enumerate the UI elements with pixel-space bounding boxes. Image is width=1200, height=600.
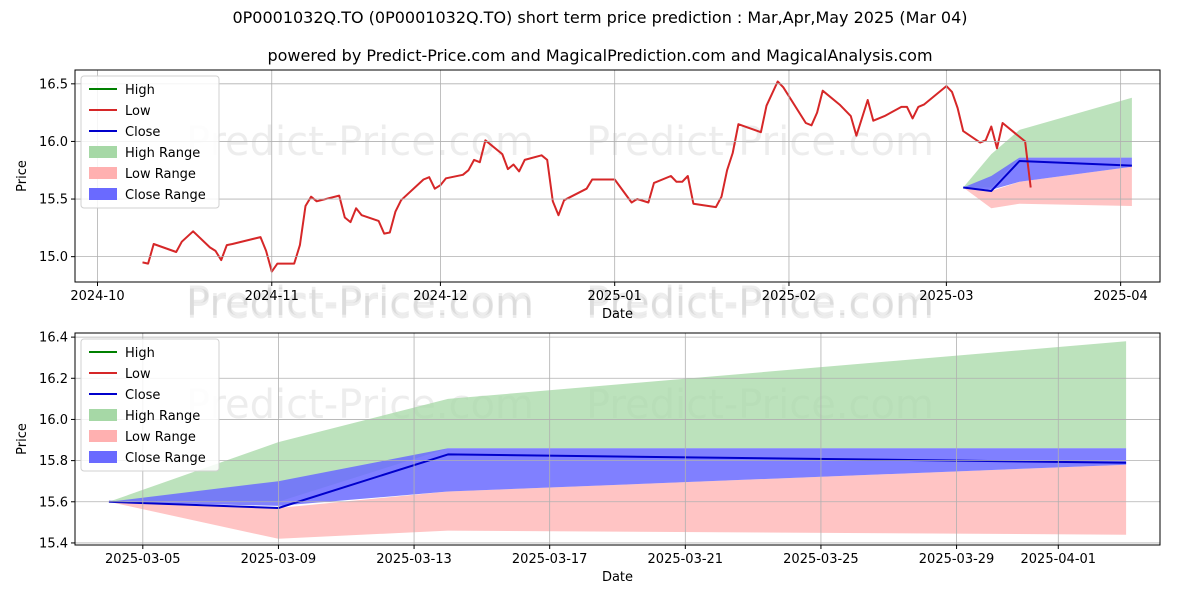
panel2-legend-label: Low [125, 367, 151, 382]
panel1-close-range-band [963, 157, 1132, 190]
panel1-legend-label: High [125, 83, 155, 98]
panel1-x-tick-label: 2025-01 [588, 289, 642, 304]
panel2-legend-label: Low Range [125, 430, 196, 445]
panel2-x-axis-label: Date [602, 570, 633, 585]
panel2-x-tick-label: 2025-03-05 [105, 552, 181, 567]
panel1-legend-label: Low [125, 104, 151, 119]
panel1-x-tick-label: 2024-11 [245, 289, 299, 304]
panel1-y-tick-label: 16.0 [39, 135, 68, 150]
panel1-x-tick-label: 2025-03 [919, 289, 973, 304]
panel2-data-group [108, 341, 1127, 539]
panel2-x-tick-label: 2025-03-13 [376, 552, 452, 567]
panel1-y-tick-label: 15.0 [39, 250, 68, 265]
panel2-legend-swatch-high-range [89, 409, 117, 421]
panel2-x-tick-label: 2025-03-25 [783, 552, 859, 567]
panel2-legend-label: Close [125, 388, 160, 403]
panel1-low-line [142, 80, 1032, 273]
panel2-y-tick-label: 15.6 [39, 495, 68, 510]
panel2-high-range-band [108, 341, 1127, 502]
panel1-high-range-band [963, 97, 1132, 188]
panel1-legend-label: Close Range [125, 188, 206, 203]
page-subtitle: powered by Predict-Price.com and Magical… [267, 46, 933, 65]
panel1-y-tick-label: 16.5 [39, 77, 68, 92]
panel2-frame [74, 332, 1161, 546]
panel1-y-axis-label: Price [15, 160, 30, 192]
panel2-y-tick-label: 16.2 [39, 372, 68, 387]
panel1-close-line [963, 160, 1132, 192]
page-title: 0P0001032Q.TO (0P0001032Q.TO) short term… [232, 8, 968, 27]
panel1-x-axis-label: Date [602, 307, 633, 322]
panel1-x-tick-label: 2025-02 [762, 289, 816, 304]
panel2-watermark-extra-2: Predict-Price.com [586, 282, 934, 328]
panel2-y-tick-label: 15.8 [39, 454, 68, 469]
panel1-legend-label: Close [125, 125, 160, 140]
panel1-legend-swatch-low-range [89, 167, 117, 179]
panel1-low-range-band [963, 166, 1132, 209]
panel1-x-tick-label: 2025-04 [1093, 289, 1147, 304]
panel1-legend-label: High Range [125, 146, 200, 161]
panel1-watermark-extra-2: Predict-Price.com [586, 279, 934, 325]
panel2-x-tick-label: 2025-03-17 [512, 552, 588, 567]
panel2-y-tick-label: 16.4 [39, 331, 68, 346]
panel1-legend-label: Low Range [125, 167, 196, 182]
panel2-y-axis-label: Price [15, 423, 30, 455]
panel2-x-tick-label: 2025-04-01 [1021, 552, 1097, 567]
panel1-x-tick-label: 2024-10 [70, 289, 124, 304]
panel1-frame [74, 69, 1161, 283]
panel2-y-tick-label: 15.4 [39, 536, 68, 551]
panel1-legend-swatch-close-range [89, 188, 117, 200]
panel2-legend-swatch-low-range [89, 430, 117, 442]
panel1-data-group [142, 80, 1132, 273]
panel2-x-tick-label: 2025-03-21 [648, 552, 724, 567]
panel2-legend-label: Close Range [125, 451, 206, 466]
panel2-x-tick-label: 2025-03-29 [919, 552, 995, 567]
panel1-x-tick-label: 2024-12 [413, 289, 467, 304]
panel1-legend-swatch-high-range [89, 146, 117, 158]
panel2-legend-label: High [125, 346, 155, 361]
panel2-close-range-band [108, 448, 1127, 506]
panel1-watermark-extra-1: Predict-Price.com [186, 279, 534, 325]
panel2-x-tick-label: 2025-03-09 [241, 552, 317, 567]
panel2-legend-swatch-close-range [89, 451, 117, 463]
panel2-close-line [108, 453, 1127, 509]
panel2-watermark-extra-1: Predict-Price.com [186, 282, 534, 328]
panel1-y-tick-label: 15.5 [39, 193, 68, 208]
panel2-y-tick-label: 16.0 [39, 413, 68, 428]
panel2-legend-label: High Range [125, 409, 200, 424]
